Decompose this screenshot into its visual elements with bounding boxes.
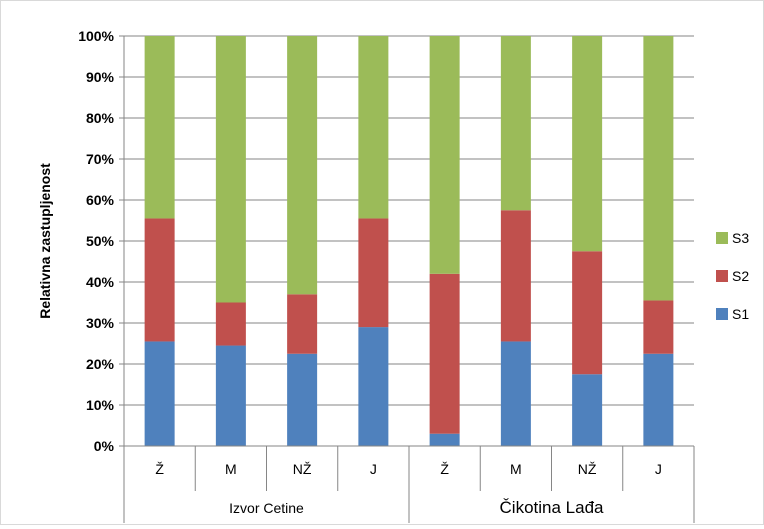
bar-s3 — [358, 36, 389, 219]
bar-s2 — [215, 302, 246, 346]
bar-s1 — [144, 341, 175, 446]
x-group-label: Izvor Cetine — [229, 500, 304, 516]
legend-label-s3: S3 — [732, 230, 749, 246]
gridlines — [124, 35, 694, 406]
y-tick-label: 50% — [86, 233, 115, 249]
y-tick-label: 40% — [86, 274, 115, 290]
bar-s1 — [429, 433, 460, 446]
y-axis-title: Relativna zastupljenost — [37, 163, 53, 319]
y-tick-label: 100% — [78, 28, 114, 44]
bar-s3 — [429, 36, 460, 274]
x-category-label: NŽ — [578, 461, 597, 477]
bar-s2 — [572, 251, 603, 375]
x-category-label: J — [655, 461, 662, 477]
bars — [144, 36, 674, 446]
bar-s2 — [643, 300, 674, 354]
bar-s3 — [144, 36, 175, 219]
legend-swatch-s3 — [716, 232, 728, 244]
y-tick-label: 20% — [86, 356, 115, 372]
bar-s1 — [287, 353, 318, 446]
bar-s2 — [500, 210, 531, 342]
legend-swatch-s1 — [716, 308, 728, 320]
bar-s3 — [500, 36, 531, 211]
bar-s1 — [358, 327, 389, 446]
bar-s1 — [500, 341, 531, 446]
bar-s3 — [287, 36, 318, 295]
bar-s2 — [144, 218, 175, 342]
bar-s2 — [287, 294, 318, 354]
y-tick-label: 0% — [94, 438, 115, 454]
x-category-label: M — [225, 461, 237, 477]
x-category-label: Ž — [155, 461, 164, 477]
legend-label-s2: S2 — [732, 268, 749, 284]
y-tick-label: 80% — [86, 110, 115, 126]
y-tick-label: 70% — [86, 151, 115, 167]
y-tick-label: 30% — [86, 315, 115, 331]
axes: 0% 10% 20% 30% 40% 50% 60% 70% 80% 90% 100% Ž M NŽ J Ž M… — [78, 28, 695, 523]
bar-s1 — [572, 374, 603, 446]
legend-label-s1: S1 — [732, 306, 749, 322]
y-tick-label: 60% — [86, 192, 115, 208]
y-tick-label: 10% — [86, 397, 115, 413]
bar-s2 — [429, 273, 460, 434]
x-category-label: M — [510, 461, 522, 477]
bar-s2 — [358, 218, 389, 328]
x-category-label: NŽ — [293, 461, 312, 477]
y-tick-label: 90% — [86, 69, 115, 85]
bar-s1 — [643, 353, 674, 446]
bar-s3 — [215, 36, 246, 303]
x-group-label: Čikotina Lađa — [500, 498, 605, 517]
x-category-label: Ž — [440, 461, 449, 477]
x-category-label: J — [370, 461, 377, 477]
bar-s3 — [643, 36, 674, 301]
bar-s1 — [215, 345, 246, 446]
legend-swatch-s2 — [716, 270, 728, 282]
bar-s3 — [572, 36, 603, 252]
legend: S3 S2 S1 — [716, 230, 749, 322]
